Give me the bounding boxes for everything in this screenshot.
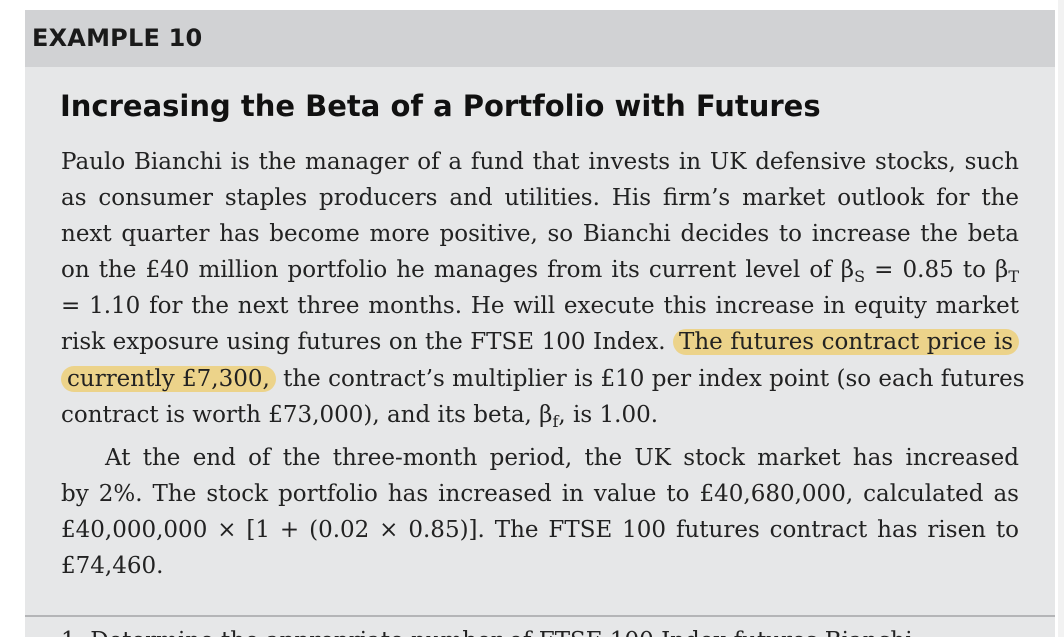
highlight-futures-price-2: currently £7,300, (61, 366, 276, 392)
example-box: EXAMPLE 10 Increasing the Beta of a Port… (25, 10, 1055, 637)
beta-t-subscript: T (1008, 267, 1019, 286)
para1-line-6-pre: risk exposure using futures on the FTSE … (61, 329, 674, 355)
para1-line-8: contract is worth £73,000), and its beta… (61, 397, 1019, 433)
example-title: Increasing the Beta of a Portfolio with … (60, 89, 821, 123)
next-question-line-partial: 1. Determine the appropriate number of F… (61, 623, 1019, 637)
para2-line-1: At the end of the three-month period, th… (105, 445, 1019, 471)
para1-line-8-post: , is 1.00. (558, 402, 659, 428)
para1-line-8-pre: contract is worth £73,000), and its beta… (61, 402, 553, 428)
section-divider (25, 615, 1055, 617)
para2-line-2: by 2%. The stock portfolio has increased… (61, 481, 1019, 507)
para2-line-4: £74,460. (61, 553, 164, 579)
example-label: EXAMPLE 10 (32, 24, 203, 52)
para1-line-7-post: the contract’s multiplier is £10 per ind… (275, 366, 1025, 392)
para2-line-3: £40,000,000 × [1 + (0.02 × 0.85)]. The F… (61, 517, 1019, 543)
highlight-futures-price-1: The futures contract price is (673, 329, 1020, 355)
beta-f-subscript: f (552, 412, 559, 431)
para1-line-6: risk exposure using futures on the FTSE … (61, 324, 1020, 360)
scrollbar[interactable] (1058, 0, 1064, 637)
para1-line-5: = 1.10 for the next three months. He wil… (61, 293, 1019, 319)
para1-line-7: currently £7,300, the contract’s multipl… (61, 361, 1025, 397)
para1-line-4: on the £40 million portfolio he manages … (61, 252, 1019, 288)
example-header-band: EXAMPLE 10 (25, 10, 1055, 67)
para1-line-1: Paulo Bianchi is the manager of a fund t… (61, 149, 1019, 175)
para1-line-3: next quarter has become more positive, s… (61, 221, 1019, 247)
para1-line-4-pre: on the £40 million portfolio he manages … (61, 257, 855, 283)
para1-line-2: as consumer staples producers and utilit… (61, 185, 1019, 211)
para1-line-4-mid: = 0.85 to β (865, 257, 1009, 283)
beta-s-subscript: S (854, 267, 866, 286)
